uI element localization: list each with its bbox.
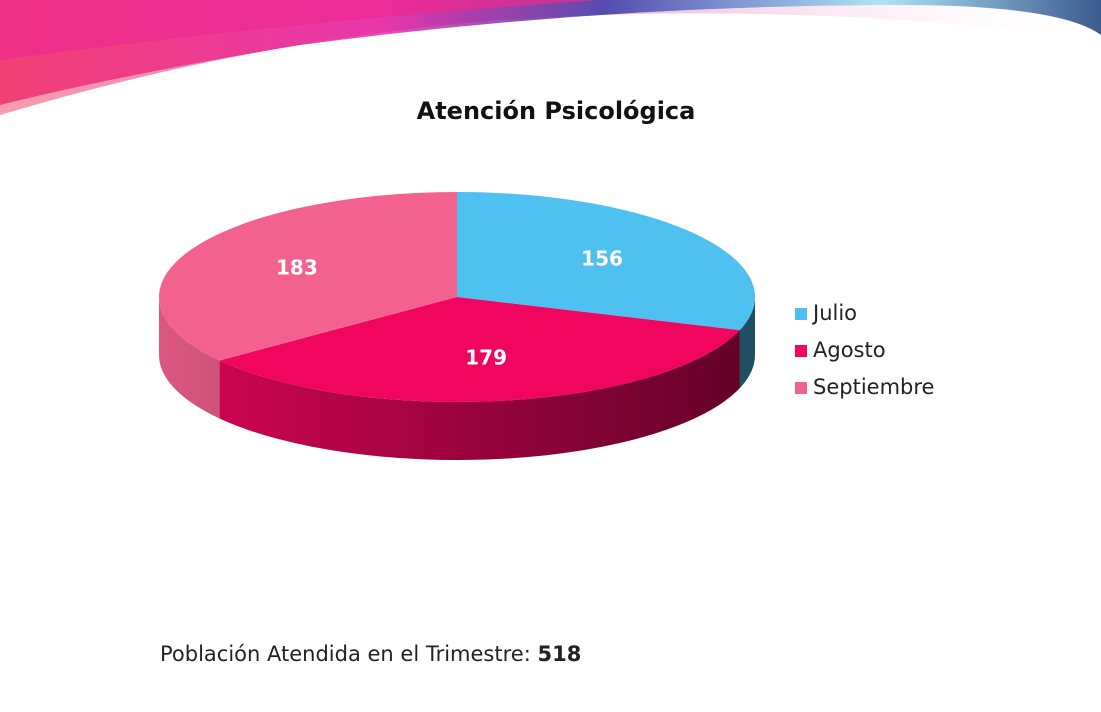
data-label: 156 [581,247,623,271]
footer-label: Población Atendida en el Trimestre: [160,642,531,666]
footer-total: 518 [537,642,581,666]
footer: Población Atendida en el Trimestre: 518 [160,642,581,666]
chart: Atención Psicológica 156 179 183 Julio Agos… [0,0,1101,712]
legend: Julio Agosto Septiembre [795,301,934,399]
legend-label: Septiembre [813,375,934,399]
chart-title: Atención Psicológica [417,97,696,125]
legend-label: Julio [811,301,857,325]
legend-label: Agosto [813,338,886,362]
pie: 156 179 183 [159,192,755,460]
data-label: 179 [465,346,507,370]
slide: Atención Psicológica 156 179 183 Julio Agos… [0,0,1101,712]
legend-swatch [795,345,807,357]
data-label: 183 [276,255,318,279]
legend-swatch [795,382,807,394]
legend-swatch [795,308,807,320]
